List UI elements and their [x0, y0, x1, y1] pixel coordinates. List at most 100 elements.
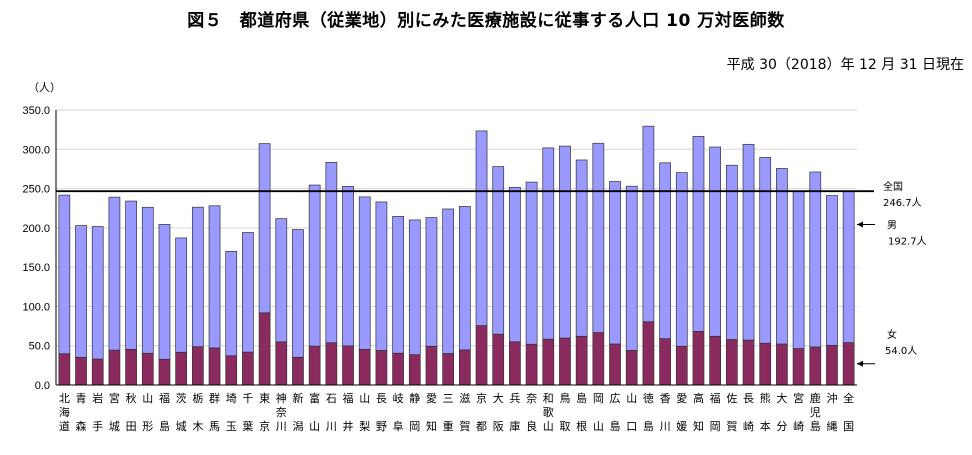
bar-female — [776, 343, 788, 386]
category-label: 愛媛 — [676, 392, 687, 433]
bar-male — [308, 184, 321, 347]
y-tick-label: 0.0 — [35, 380, 50, 392]
axis-layer: 0.0 50.0 100.0 150.0 200.0 250.0 300.0 350.0 （人） — [22, 81, 874, 392]
bar-male — [575, 159, 588, 337]
bar-male — [442, 208, 455, 354]
bar-female — [275, 341, 288, 386]
bar-male — [275, 218, 288, 343]
category-label: 群馬 — [209, 391, 220, 433]
category-label: 岩手 — [92, 391, 103, 433]
bar-female — [158, 358, 171, 386]
bar-female — [692, 330, 705, 386]
annotation-female-value: 54.0人 — [885, 345, 917, 357]
bar-male — [125, 200, 137, 350]
y-tick-label: 300.0 — [22, 144, 50, 156]
bar-male — [75, 225, 87, 358]
category-label: 新潟 — [292, 391, 303, 433]
bar-female — [475, 325, 488, 386]
y-tick-label: 100.0 — [22, 301, 50, 313]
y-axis-label: （人） — [28, 81, 61, 94]
bar-male — [625, 185, 638, 351]
bar-male — [742, 143, 755, 341]
category-label: 熊本 — [760, 391, 771, 433]
category-label: 福島 — [159, 391, 170, 433]
y-tick-label: 250.0 — [22, 184, 50, 196]
bar-male — [158, 224, 171, 360]
bar-female — [609, 343, 621, 386]
category-label: 山形 — [142, 392, 153, 433]
category-label: 山口 — [626, 392, 637, 433]
category-label: 愛知 — [426, 392, 437, 433]
bar-female — [91, 358, 104, 386]
category-label: 茨城 — [176, 391, 187, 433]
bar-male — [242, 232, 254, 353]
bar-female — [425, 345, 438, 386]
annotation-female-arrowhead — [857, 360, 863, 367]
category-label: 宮城 — [109, 391, 120, 433]
bar-female — [592, 332, 605, 386]
bar-female — [559, 337, 571, 386]
bar-female — [342, 345, 354, 386]
bar-male — [225, 251, 238, 357]
bar-female — [792, 348, 805, 386]
bar-female — [175, 351, 188, 386]
bar-female — [242, 351, 254, 386]
bar-female — [125, 348, 137, 386]
category-label: 徳島 — [643, 392, 654, 433]
category-label: 秋田 — [126, 391, 137, 433]
annotation-male-label: 男 — [887, 219, 897, 231]
y-tick-label: 150.0 — [22, 262, 50, 274]
bar-male — [175, 237, 188, 353]
bar-female — [509, 341, 521, 386]
category-label: 北海道 — [59, 392, 70, 433]
category-label: 千葉 — [242, 392, 253, 433]
bar-female — [842, 342, 855, 386]
bar-male — [325, 161, 338, 344]
category-label: 島根 — [576, 391, 587, 433]
category-label: 佐賀 — [726, 391, 737, 433]
bar-male — [842, 190, 855, 343]
bar-female — [542, 338, 555, 386]
bar-male — [392, 216, 404, 354]
date-note: 平成 30（2018）年 12 月 31 日現在 — [726, 57, 964, 73]
category-label: 栃木 — [192, 391, 203, 433]
bar-female — [358, 348, 371, 386]
category-label: 鹿児島 — [810, 391, 821, 433]
bar-female — [742, 339, 755, 386]
bar-layer — [58, 125, 855, 386]
bar-male — [475, 130, 488, 326]
bar-female — [375, 350, 388, 386]
bar-male — [792, 190, 805, 349]
annotation-national-value: 246.7人 — [883, 197, 922, 209]
bar-male — [559, 145, 571, 339]
annotation-male-value: 192.7人 — [888, 235, 927, 247]
bar-female — [325, 342, 338, 386]
bar-female — [525, 343, 538, 386]
bar-female — [458, 349, 471, 386]
bar-female — [809, 346, 822, 386]
category-label: 青森 — [76, 392, 87, 433]
bar-male — [258, 143, 271, 314]
category-label: 沖縄 — [826, 392, 837, 433]
category-label: 岡山 — [593, 392, 604, 433]
bar-female — [625, 350, 638, 386]
bar-male — [592, 142, 605, 333]
bar-male — [659, 162, 671, 339]
bar-male — [642, 125, 655, 323]
bar-male — [776, 168, 788, 345]
category-label: 岐阜 — [393, 392, 404, 433]
category-label: 三重 — [443, 392, 454, 433]
bar-male — [609, 181, 621, 345]
bar-female — [208, 347, 221, 386]
category-label: 長崎 — [743, 392, 754, 433]
category-label: 神奈川 — [276, 391, 287, 433]
category-label: 京都 — [476, 391, 487, 433]
label-layer: 北海道青森岩手宮城秋田山形福島茨城栃木群馬埼玉千葉東京神奈川新潟富山石川福井山梨… — [59, 180, 927, 433]
category-label: 滋賀 — [459, 392, 470, 433]
bar-female — [292, 356, 304, 386]
category-label: 東京 — [259, 392, 270, 433]
category-label: 和歌山 — [543, 392, 554, 433]
bar-male — [826, 195, 838, 346]
bar-male — [525, 181, 538, 345]
